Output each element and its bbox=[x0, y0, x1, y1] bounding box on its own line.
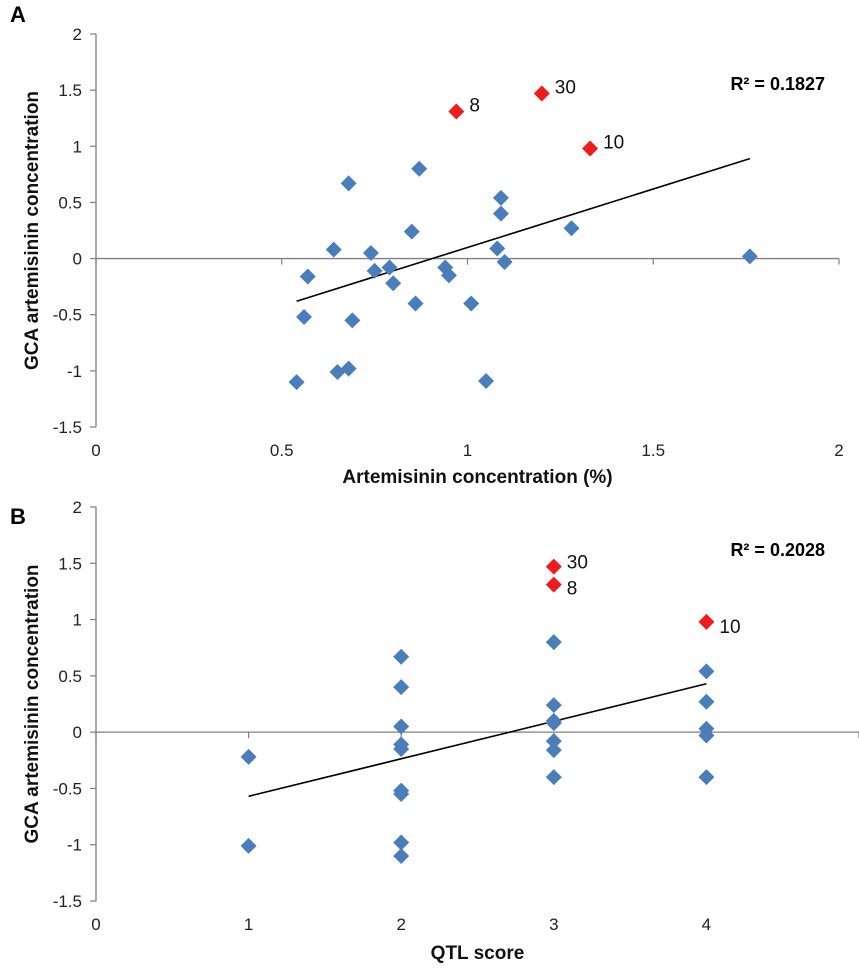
b-trendline bbox=[248, 682, 707, 798]
b-y-tick-label: 0.5 bbox=[58, 667, 82, 686]
a-data-point bbox=[344, 312, 361, 329]
a-x-tick-label: 1.5 bbox=[641, 441, 665, 460]
a-data-point bbox=[563, 220, 580, 237]
b-data-point bbox=[698, 769, 715, 786]
a-data-point bbox=[381, 259, 398, 276]
a-highlight-point bbox=[533, 85, 550, 102]
b-data-point bbox=[545, 715, 562, 732]
a-x-tick-label: 2 bbox=[834, 441, 843, 460]
b-data-point bbox=[545, 733, 562, 750]
b-data-point bbox=[545, 697, 562, 714]
b-x-tick-label: 2 bbox=[396, 915, 405, 934]
b-y-tick-label: -0.5 bbox=[53, 779, 82, 798]
b-data-point bbox=[393, 718, 410, 735]
b-highlight-point bbox=[545, 576, 562, 593]
a-highlight-point bbox=[582, 140, 599, 157]
b-data-point bbox=[393, 786, 410, 803]
a-y-tick-label: 0 bbox=[73, 250, 82, 269]
a-x-axis-title: Artemisinin concentration (%) bbox=[342, 467, 612, 488]
b-data-point bbox=[698, 693, 715, 710]
b-data-point bbox=[240, 837, 257, 854]
b-data-point bbox=[545, 769, 562, 786]
b-data-point bbox=[393, 834, 410, 851]
a-data-point bbox=[299, 268, 316, 285]
a-data-point bbox=[496, 253, 513, 270]
b-data-point bbox=[545, 634, 562, 651]
a-data-point bbox=[340, 175, 357, 192]
b-point-annotation: 8 bbox=[567, 579, 578, 600]
b-y-tick-label: 1.5 bbox=[58, 554, 82, 573]
b-y-tick-label: -1.5 bbox=[53, 892, 82, 911]
a-data-point bbox=[440, 267, 457, 284]
b-highlight-point bbox=[698, 613, 715, 630]
a-r2-label: R² = 0.1827 bbox=[730, 74, 825, 94]
a-data-point bbox=[478, 372, 495, 389]
a-point-annotation: 8 bbox=[469, 95, 480, 116]
b-r2-label: R² = 0.2028 bbox=[730, 540, 825, 560]
b-x-tick-label: 0 bbox=[91, 915, 100, 934]
a-point-annotation: 30 bbox=[555, 78, 576, 99]
a-y-tick-label: -0.5 bbox=[53, 306, 82, 325]
a-y-axis-title: GCA artemisinin concentration bbox=[22, 91, 43, 370]
a-y-tick-label: -1.5 bbox=[53, 418, 82, 437]
b-y-axis-title: GCA artemisinin concentration bbox=[22, 564, 43, 843]
a-panel-label: A bbox=[10, 2, 26, 27]
a-data-point bbox=[492, 189, 509, 206]
b-highlight-point bbox=[545, 558, 562, 575]
a-x-tick-label: 0.5 bbox=[270, 441, 294, 460]
a-data-point bbox=[403, 223, 420, 240]
a-data-point bbox=[366, 262, 383, 279]
panel-a: -1.5 -1 -0.5 0 0.5 1 1.5 2 0 0.5 1 1.5 2 Artemisinin … bbox=[10, 2, 844, 488]
a-data-point bbox=[385, 275, 402, 292]
b-x-tick-label: 1 bbox=[244, 915, 253, 934]
b-data-point bbox=[393, 741, 410, 758]
a-y-tick-label: 1 bbox=[73, 137, 82, 156]
b-data-point bbox=[698, 663, 715, 680]
a-highlight-point bbox=[448, 103, 465, 120]
a-data-point bbox=[463, 295, 480, 312]
a-data-point bbox=[411, 160, 428, 177]
b-data-point bbox=[393, 847, 410, 864]
a-point-annotation: 10 bbox=[603, 133, 624, 154]
a-data-point bbox=[296, 308, 313, 325]
a-y-tick-label: 1.5 bbox=[58, 81, 82, 100]
b-data-point bbox=[393, 648, 410, 665]
b-data-point bbox=[545, 742, 562, 759]
a-data-point bbox=[741, 248, 758, 265]
a-trendline bbox=[296, 157, 751, 303]
a-x-tick-label: 0 bbox=[91, 441, 100, 460]
b-x-tick-label: 3 bbox=[549, 915, 558, 934]
b-y-tick-label: 2 bbox=[73, 498, 82, 517]
b-point-annotation: 10 bbox=[719, 617, 740, 638]
b-data-point bbox=[393, 679, 410, 696]
a-data-point bbox=[407, 295, 424, 312]
b-y-tick-label: 0 bbox=[73, 723, 82, 742]
b-x-tick-label: 4 bbox=[702, 915, 711, 934]
a-data-point bbox=[362, 244, 379, 261]
b-data-point bbox=[698, 727, 715, 744]
a-y-tick-label: 2 bbox=[73, 25, 82, 44]
a-data-point bbox=[492, 205, 509, 222]
b-y-tick-label: 1 bbox=[73, 611, 82, 630]
a-y-tick-label: -1 bbox=[67, 362, 82, 381]
a-x-tick-label: 1 bbox=[463, 441, 472, 460]
b-panel-label: B bbox=[10, 504, 26, 529]
b-point-annotation: 30 bbox=[567, 553, 588, 574]
a-data-point bbox=[489, 240, 506, 257]
b-x-axis-title: QTL score bbox=[431, 943, 525, 964]
a-data-point bbox=[288, 374, 305, 391]
b-y-tick-label: -1 bbox=[67, 836, 82, 855]
a-y-tick-label: 0.5 bbox=[58, 193, 82, 212]
a-data-point bbox=[340, 360, 357, 377]
a-data-point bbox=[325, 241, 342, 258]
b-data-point bbox=[240, 748, 257, 765]
